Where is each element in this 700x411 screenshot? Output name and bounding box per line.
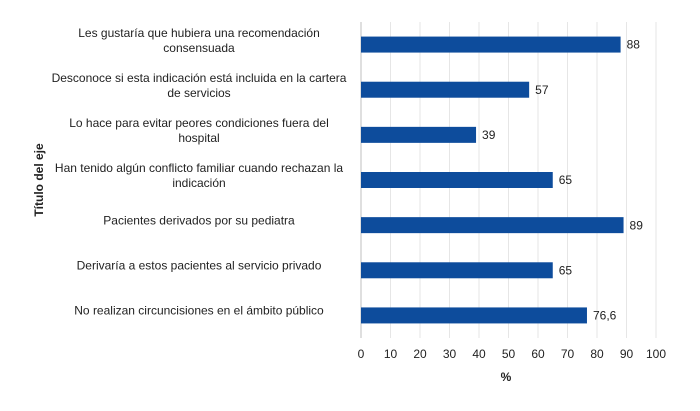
y-tick-label: Han tenido algún conflicto familiar cuan… [54, 161, 344, 190]
y-tick-label: No realizan circuncisiones en el ámbito … [74, 303, 324, 318]
x-tick-label: 10 [384, 347, 398, 361]
x-tick-label: 50 [502, 347, 516, 361]
x-tick-label: 60 [531, 347, 545, 361]
x-tick-label: 0 [358, 347, 365, 361]
data-label: 88 [627, 38, 641, 52]
bar [361, 307, 587, 324]
y-tick-label: Desconoce si esta indicación está inclui… [51, 70, 347, 100]
x-tick-label: 40 [472, 347, 486, 361]
data-label: 39 [482, 128, 496, 142]
data-label: 57 [535, 83, 549, 97]
data-label: 76,6 [593, 309, 617, 323]
y-axis-title: Título del eje [32, 143, 46, 217]
x-tick-label: 70 [561, 347, 575, 361]
y-tick-label: Derivaría a estos pacientes al servicio … [76, 258, 322, 273]
y-tick-label: Pacientes derivados por su pediatra [103, 213, 295, 228]
bar [361, 81, 530, 98]
bar [361, 217, 624, 234]
x-tick-label: 30 [443, 347, 457, 361]
bar [361, 36, 621, 53]
data-label: 65 [559, 263, 573, 277]
bar [361, 172, 553, 188]
bar [361, 126, 477, 143]
x-tick-label: 80 [590, 347, 604, 361]
bar [361, 262, 553, 279]
x-tick-label: 90 [620, 347, 634, 361]
data-label: 65 [559, 173, 573, 187]
x-axis-title: % [501, 370, 512, 384]
data-label: 89 [630, 218, 644, 232]
x-tick-label: 20 [413, 347, 427, 361]
y-tick-label: Lo hace para evitar peores condiciones f… [69, 115, 329, 145]
y-tick-label: Les gustaría que hubiera una recomendaci… [78, 25, 320, 55]
x-tick-label: 100 [646, 347, 666, 361]
